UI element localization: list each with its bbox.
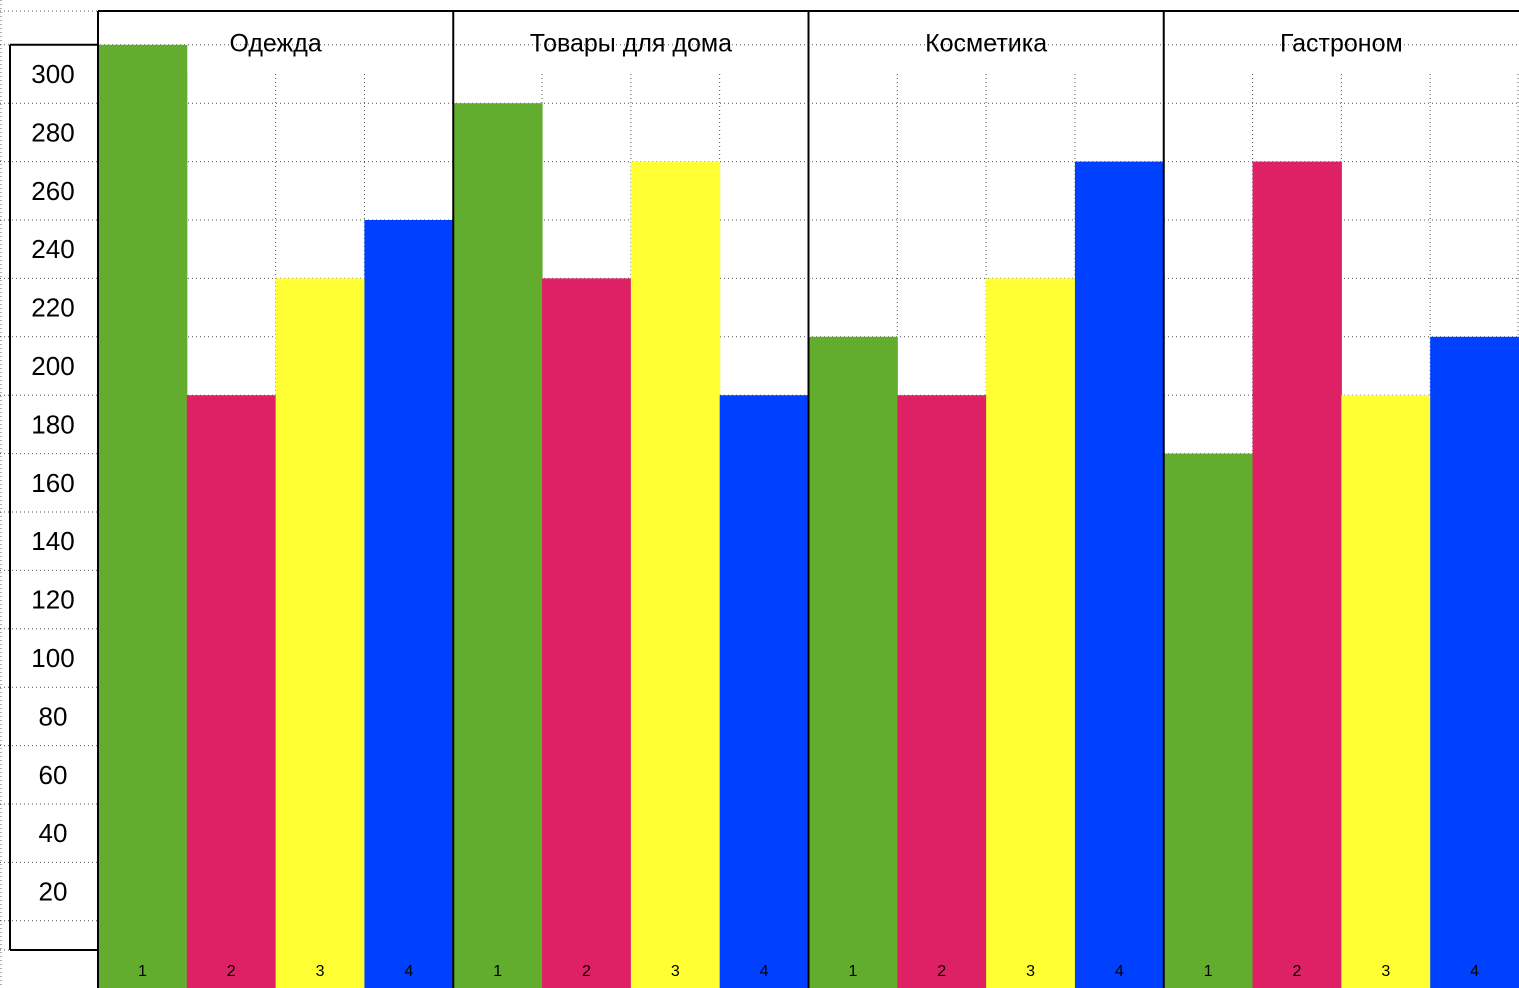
category-header: Товары для дома (530, 30, 732, 58)
y-tick-label: 60 (39, 760, 68, 790)
bar-4-1 (1163, 453, 1254, 988)
bar-1-2 (186, 395, 277, 988)
bar-number-label: 2 (1293, 963, 1302, 980)
bar-4-4 (1430, 336, 1519, 988)
bar-number-label: 1 (138, 963, 147, 980)
bar-2-2 (542, 278, 632, 988)
bar-3-3 (986, 278, 1076, 988)
bar-3-4 (1074, 161, 1165, 988)
y-axis-ticks: 20 40 60 80 100 120 140 160 180 200 220 240 260 280 30… (31, 59, 74, 907)
bar-1-4 (364, 220, 454, 988)
bar-number-label: 4 (1470, 963, 1479, 980)
y-tick-label: 80 (39, 701, 68, 731)
bar-number-label: 2 (227, 963, 236, 980)
bar-number-label: 1 (493, 963, 502, 980)
category-header: Одежда (229, 30, 321, 58)
category-header: Косметика (925, 30, 1047, 58)
bar-number-label: 4 (760, 963, 769, 980)
bar-1-3 (275, 278, 365, 988)
y-tick-label: 120 (31, 585, 74, 615)
bar-2-4 (719, 395, 809, 988)
bar-2-3 (630, 161, 721, 988)
category-header: Гастроном (1280, 30, 1403, 58)
bar-3-2 (897, 395, 987, 988)
y-tick-label: 140 (31, 526, 74, 556)
bar-2-1 (453, 103, 543, 988)
y-tick-label: 260 (31, 176, 74, 206)
bar-number-label: 4 (404, 963, 413, 980)
bar-number-label: 3 (1026, 963, 1035, 980)
y-tick-label: 200 (31, 351, 74, 381)
bar-number-label: 3 (316, 963, 325, 980)
bar-4-3 (1341, 395, 1431, 988)
bars (98, 44, 1519, 988)
bar-number-label: 1 (848, 963, 857, 980)
bar-number-label: 1 (1204, 963, 1213, 980)
bar-number-label: 4 (1115, 963, 1124, 980)
bar-number-label: 2 (937, 963, 946, 980)
bar-4-2 (1252, 161, 1342, 988)
y-tick-label: 180 (31, 409, 74, 439)
bar-1-1 (98, 44, 188, 988)
bar-number-label: 2 (582, 963, 591, 980)
category-headers: Одежда Товары для дома Косметика Гастроном (229, 30, 1402, 58)
y-tick-label: 300 (31, 59, 74, 89)
bar-number-label: 3 (1381, 963, 1390, 980)
chart-frame (9, 10, 1519, 988)
y-tick-label: 240 (31, 234, 74, 264)
y-tick-label: 220 (31, 293, 74, 323)
y-tick-label: 280 (31, 117, 74, 147)
bar-3-1 (808, 336, 898, 988)
bar-number-labels: 1 2 3 4 1 2 3 4 1 2 3 4 1 2 3 4 (138, 963, 1479, 980)
y-tick-label: 100 (31, 643, 74, 673)
bar-number-label: 3 (671, 963, 680, 980)
y-tick-label: 160 (31, 468, 74, 498)
y-tick-label: 20 (39, 877, 68, 907)
y-tick-label: 40 (39, 818, 68, 848)
